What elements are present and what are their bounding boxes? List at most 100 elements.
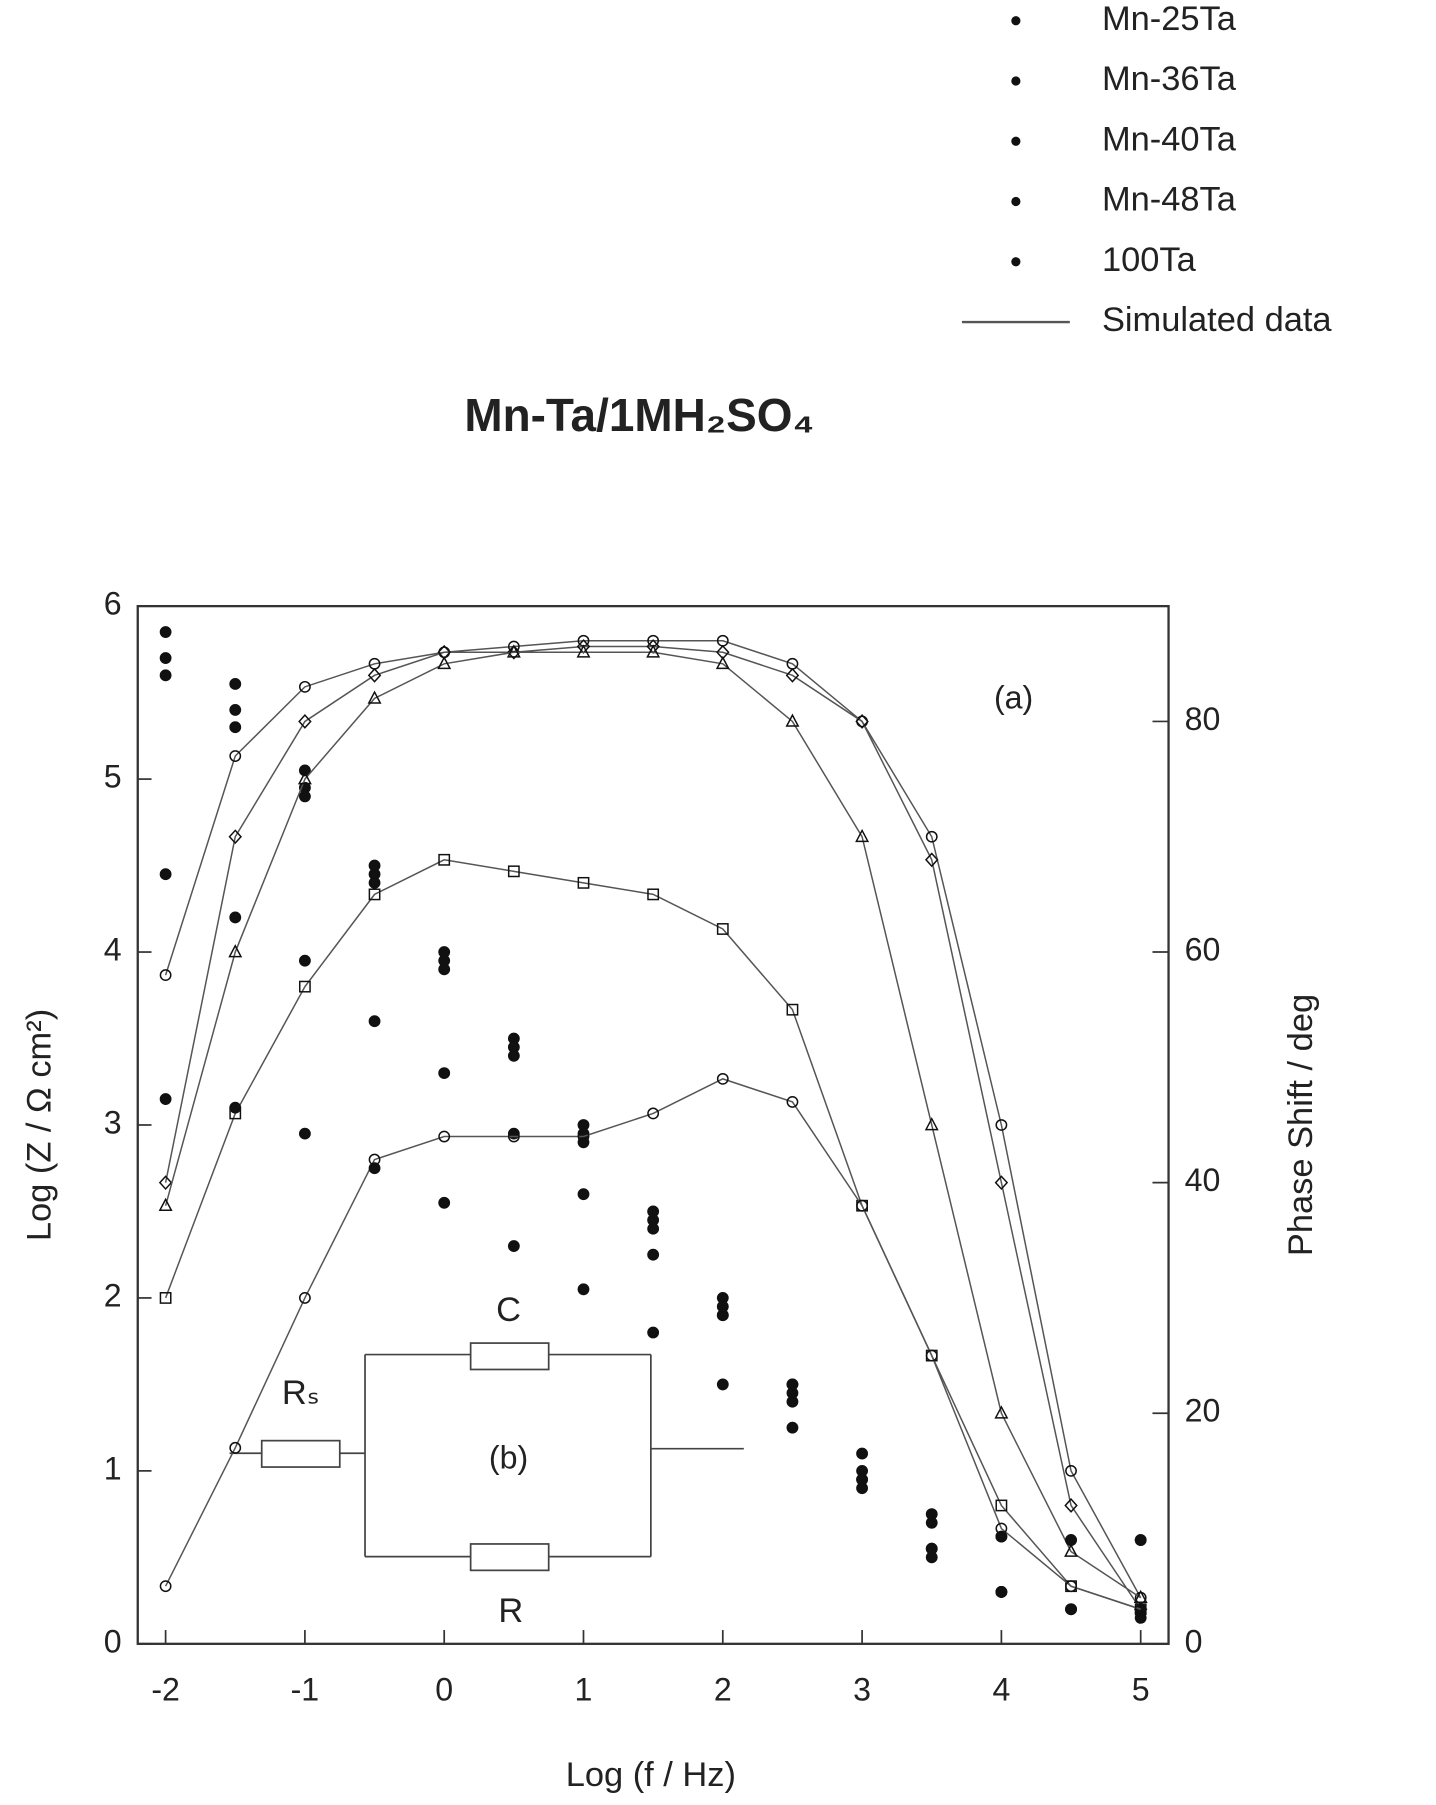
- impedance-point: [298, 1127, 311, 1140]
- legend-label: Mn-36Ta: [1102, 60, 1237, 98]
- impedance-point: [368, 1162, 381, 1175]
- x-tick-label: 4: [992, 1672, 1010, 1708]
- phase-point: [298, 1292, 311, 1304]
- impedance-point: [368, 1015, 381, 1028]
- phase-point: [228, 829, 243, 845]
- phase-point: [647, 888, 660, 901]
- impedance-point: [856, 1447, 869, 1460]
- phase-point: [576, 644, 591, 658]
- legend-label: Mn-25Ta: [1102, 0, 1237, 38]
- legend-marker: [1011, 196, 1021, 207]
- phase-point: [158, 1197, 173, 1212]
- phase-point: [367, 667, 382, 683]
- impedance-point: [925, 1516, 938, 1529]
- phase-point: [367, 690, 382, 704]
- legend-marker: [1011, 136, 1021, 146]
- impedance-point: [507, 1240, 520, 1252]
- impedance-point: [298, 764, 311, 777]
- impedance-point: [229, 703, 242, 716]
- annotation: R: [498, 1592, 523, 1630]
- phase-point: [785, 667, 800, 683]
- phase-point: [786, 1003, 799, 1016]
- y2-tick-label: 80: [1185, 701, 1221, 737]
- x-tick-label: -2: [151, 1672, 180, 1708]
- impedance-point: [716, 1378, 729, 1391]
- y-axis-label: Log (Z / Ω cm²): [20, 1009, 58, 1241]
- phase-point: [1065, 1580, 1077, 1593]
- impedance-point: [577, 1188, 590, 1201]
- impedance-point: [159, 669, 172, 682]
- y-tick-label: 1: [104, 1450, 122, 1486]
- phase-point: [994, 1175, 1009, 1191]
- phase-point: [856, 1199, 869, 1212]
- phase-point: [229, 1441, 242, 1454]
- phase-point: [995, 1522, 1008, 1535]
- impedance-point: [159, 1093, 172, 1105]
- y-tick-label: 0: [104, 1623, 122, 1659]
- phase-point: [228, 944, 243, 958]
- impedance-point: [577, 1283, 590, 1296]
- simulated-line: [164, 1078, 1141, 1610]
- y2-tick-label: 40: [1185, 1162, 1221, 1198]
- x-tick-label: 2: [714, 1672, 732, 1708]
- plot-frame: [136, 604, 1170, 1645]
- circuit: [229, 1342, 744, 1572]
- phase-point: [1065, 1464, 1077, 1477]
- impedance-point: [438, 1196, 451, 1209]
- y-tick-label: 4: [104, 932, 122, 968]
- phase-point: [1134, 1603, 1147, 1616]
- phase-point: [438, 1130, 451, 1143]
- phase-point: [924, 852, 939, 868]
- phase-point: [716, 1072, 729, 1085]
- phase-point: [716, 923, 729, 935]
- legend-marker: [1011, 16, 1021, 26]
- phase-point: [507, 1130, 520, 1143]
- chart-title: Mn-Ta/1MH₂SO₄: [464, 389, 814, 441]
- phase-point: [368, 888, 381, 901]
- impedance-point: [786, 1421, 799, 1434]
- phase-point: [437, 655, 452, 670]
- phase-point: [577, 1130, 590, 1143]
- x-axis-label: Log (f / Hz): [566, 1756, 736, 1794]
- x-tick-label: 0: [435, 1672, 453, 1708]
- x-tick-label: 3: [853, 1672, 871, 1708]
- impedance-point: [159, 626, 172, 638]
- impedance-point: [229, 911, 242, 924]
- phase-point: [158, 1175, 173, 1191]
- phase-point: [855, 714, 869, 729]
- phase-point: [995, 1499, 1008, 1512]
- impedance-point: [647, 1248, 660, 1261]
- y2-tick-label: 0: [1185, 1623, 1203, 1659]
- impedance-point: [716, 1309, 729, 1322]
- impedance-point: [229, 721, 242, 734]
- phase-point: [438, 853, 451, 866]
- impedance-point: [159, 868, 172, 881]
- impedance-point: [298, 790, 311, 803]
- impedance-point: [507, 1049, 520, 1062]
- y-tick-label: 6: [104, 586, 122, 622]
- simulated-line: [164, 859, 1141, 1610]
- phase-point: [298, 714, 312, 729]
- phase-point: [506, 644, 521, 658]
- y2-axis-label: Phase Shift / deg: [1282, 994, 1320, 1256]
- y2-tick-label: 60: [1185, 932, 1221, 968]
- phase-point: [855, 828, 870, 843]
- legend-label: Mn-48Ta: [1102, 181, 1237, 219]
- phase-point: [159, 1292, 172, 1304]
- phase-point: [297, 771, 312, 785]
- impedance-point: [856, 1473, 869, 1486]
- phase-point: [925, 830, 938, 843]
- phase-point: [1133, 1589, 1148, 1604]
- phase-point: [1064, 1498, 1078, 1513]
- simulated-line: [164, 651, 1142, 1599]
- legend-label: 100Ta: [1102, 241, 1197, 279]
- annotation: Rₛ: [282, 1374, 320, 1412]
- phase-point: [1064, 1543, 1079, 1557]
- y-tick-label: 2: [104, 1277, 122, 1313]
- impedance-point: [1065, 1603, 1077, 1616]
- phase-point: [368, 1153, 381, 1166]
- impedance-point: [647, 1326, 660, 1339]
- legend-marker: [1011, 76, 1021, 86]
- impedance-point: [229, 678, 242, 690]
- phase-point: [507, 865, 520, 878]
